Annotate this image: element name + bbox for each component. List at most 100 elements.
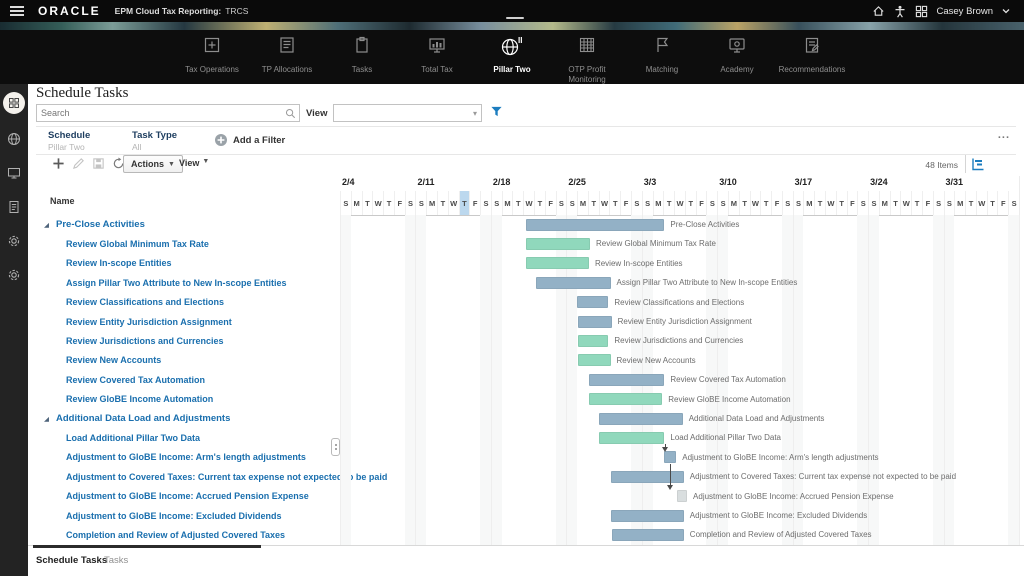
gantt-bar[interactable] (588, 373, 665, 386)
task-link[interactable]: Load Additional Pillar Two Data (66, 432, 201, 443)
day-cell: S (480, 191, 491, 215)
add-filter-button[interactable]: Add a Filter (214, 133, 285, 147)
task-link[interactable]: Additional Data Load and Adjustments (56, 413, 231, 425)
gantt-bar[interactable] (598, 412, 683, 425)
tab-tasks[interactable]: Tasks (104, 555, 129, 566)
edit-task-icon[interactable] (72, 157, 85, 170)
gantt-bar[interactable] (578, 335, 609, 348)
gantt-bar[interactable] (526, 257, 589, 270)
search-input[interactable] (37, 108, 285, 118)
gantt-bar[interactable] (611, 529, 684, 542)
nav-item-pillar-two[interactable]: II Pillar Two (475, 30, 550, 75)
filter-funnel-icon[interactable] (490, 105, 503, 118)
gantt-bar[interactable] (577, 296, 609, 309)
task-link[interactable]: Review Classifications and Elections (66, 297, 225, 308)
task-row-adjustment-to-globe-income-arm-s-length-adjustments: Adjustment to GloBE Income: Arm's length… (28, 448, 333, 467)
task-link[interactable]: Adjustment to GloBE Income: Accrued Pens… (66, 491, 309, 502)
nav-item-otp-profit-monitoring[interactable]: OTP Profit Monitoring (550, 30, 625, 85)
gantt-bar[interactable] (536, 276, 611, 289)
save-icon[interactable] (92, 157, 105, 170)
task-type-filter-value[interactable]: All (132, 142, 142, 152)
active-tab-indicator (33, 545, 261, 548)
day-cell: T (383, 191, 394, 215)
nav-item-total-tax[interactable]: Total Tax (400, 30, 475, 75)
gantt-bar[interactable] (610, 509, 684, 522)
sidebar-button-2[interactable] (0, 156, 28, 190)
nav-item-tasks[interactable]: Tasks (325, 30, 400, 75)
items-count: 48 Items (925, 160, 958, 170)
task-link[interactable]: Review Jurisdictions and Currencies (66, 336, 224, 347)
sidebar-button-5[interactable] (0, 258, 28, 292)
weekend-band (490, 215, 502, 545)
collapse-triangle-icon[interactable]: ◢ (44, 415, 49, 423)
task-link[interactable]: Adjustment to Covered Taxes: Current tax… (66, 471, 388, 482)
task-link[interactable]: Review In-scope Entities (66, 258, 172, 269)
view-select[interactable]: ▾ (333, 104, 482, 122)
gantt-bar-label: Review Global Minimum Tax Rate (596, 239, 716, 249)
sidebar-button-1[interactable] (0, 122, 28, 156)
task-link[interactable]: Review Global Minimum Tax Rate (66, 239, 209, 250)
day-cell: S (490, 191, 502, 215)
actions-menu-button[interactable]: Actions ▼ (123, 155, 183, 173)
add-task-icon[interactable] (52, 157, 65, 170)
task-link[interactable]: Review Covered Tax Automation (66, 374, 206, 385)
day-cell: S (555, 191, 567, 215)
task-link[interactable]: Review GloBE Income Automation (66, 394, 214, 405)
hamburger-menu-icon[interactable] (10, 4, 24, 18)
sidebar-button-3[interactable] (0, 190, 28, 224)
nav-item-recommendations[interactable]: Recommendations (775, 30, 850, 75)
gantt-bar[interactable] (578, 354, 611, 367)
gantt-bar[interactable] (526, 238, 591, 251)
schedule-filter-value[interactable]: Pillar Two (48, 142, 85, 152)
gantt-bar[interactable] (578, 315, 612, 328)
day-cell: S (943, 191, 955, 215)
apps-grid-icon[interactable] (915, 5, 928, 18)
day-cell: F (922, 191, 933, 215)
user-menu[interactable]: Casey Brown (936, 5, 994, 17)
pane-splitter-handle[interactable] (331, 438, 340, 456)
more-actions-button[interactable]: ... (997, 129, 1010, 141)
task-link[interactable]: Review Entity Jurisdiction Assignment (66, 316, 232, 327)
accessibility-icon[interactable] (894, 5, 906, 18)
gantt-bar[interactable] (610, 470, 684, 483)
chevron-down-icon[interactable] (1002, 8, 1010, 14)
nav-item-matching[interactable]: Matching (625, 30, 700, 75)
day-cell: S (857, 191, 868, 215)
task-link[interactable]: Pre-Close Activities (56, 219, 145, 231)
gantt-bar[interactable] (598, 432, 665, 445)
task-link[interactable]: Adjustment to GloBE Income: Arm's length… (66, 452, 306, 463)
day-cell: F (544, 191, 556, 215)
refresh-icon[interactable] (112, 157, 125, 170)
gantt-bar-row: Review In-scope Entities (340, 254, 1019, 273)
gantt-bar[interactable] (588, 393, 663, 406)
gantt-bar-row: Review Global Minimum Tax Rate (340, 234, 1019, 253)
tab-schedule-tasks[interactable]: Schedule Tasks (36, 555, 108, 566)
task-link[interactable]: Adjustment to GloBE Income: Excluded Div… (66, 510, 282, 521)
collapse-triangle-icon[interactable]: ◢ (44, 221, 49, 229)
week-gridline (1019, 215, 1020, 545)
nav-item-tax-operations[interactable]: Tax Operations (175, 30, 250, 75)
task-link[interactable]: Review New Accounts (66, 355, 162, 366)
task-link[interactable]: Completion and Review of Adjusted Covere… (66, 529, 286, 540)
day-cell: W (447, 191, 459, 215)
view-menu-button[interactable]: View ▼ (179, 158, 210, 168)
decorative-banner-strip (0, 22, 1024, 30)
nav-item-tp-allocations[interactable]: TP Allocations (250, 30, 325, 75)
sidebar-button-4[interactable] (0, 224, 28, 258)
app-nav: Tax Operations TP Allocations Tasks Total T… (0, 30, 1024, 84)
task-row-adjustment-to-covered-taxes-current-tax-expense-not-expected-to-be-paid: Adjustment to Covered Taxes: Current tax… (28, 467, 387, 486)
search-icon[interactable] (285, 108, 296, 119)
gantt-bar-row: Load Additional Pillar Two Data (340, 428, 1019, 447)
task-link[interactable]: Assign Pillar Two Attribute to New In-sc… (66, 277, 287, 288)
gantt-bar[interactable] (664, 451, 677, 464)
gantt-bar[interactable] (677, 490, 688, 503)
gantt-bar[interactable] (526, 218, 665, 231)
nav-item-academy[interactable]: Academy (700, 30, 775, 75)
gantt-view-icon[interactable] (965, 155, 990, 173)
page-title: Schedule Tasks (36, 85, 129, 101)
task-row-adjustment-to-globe-income-accrued-pension-expense: Adjustment to GloBE Income: Accrued Pens… (28, 486, 333, 505)
sidebar-button-0[interactable] (0, 84, 28, 122)
day-cell: S (340, 191, 351, 215)
home-icon[interactable] (872, 5, 885, 18)
